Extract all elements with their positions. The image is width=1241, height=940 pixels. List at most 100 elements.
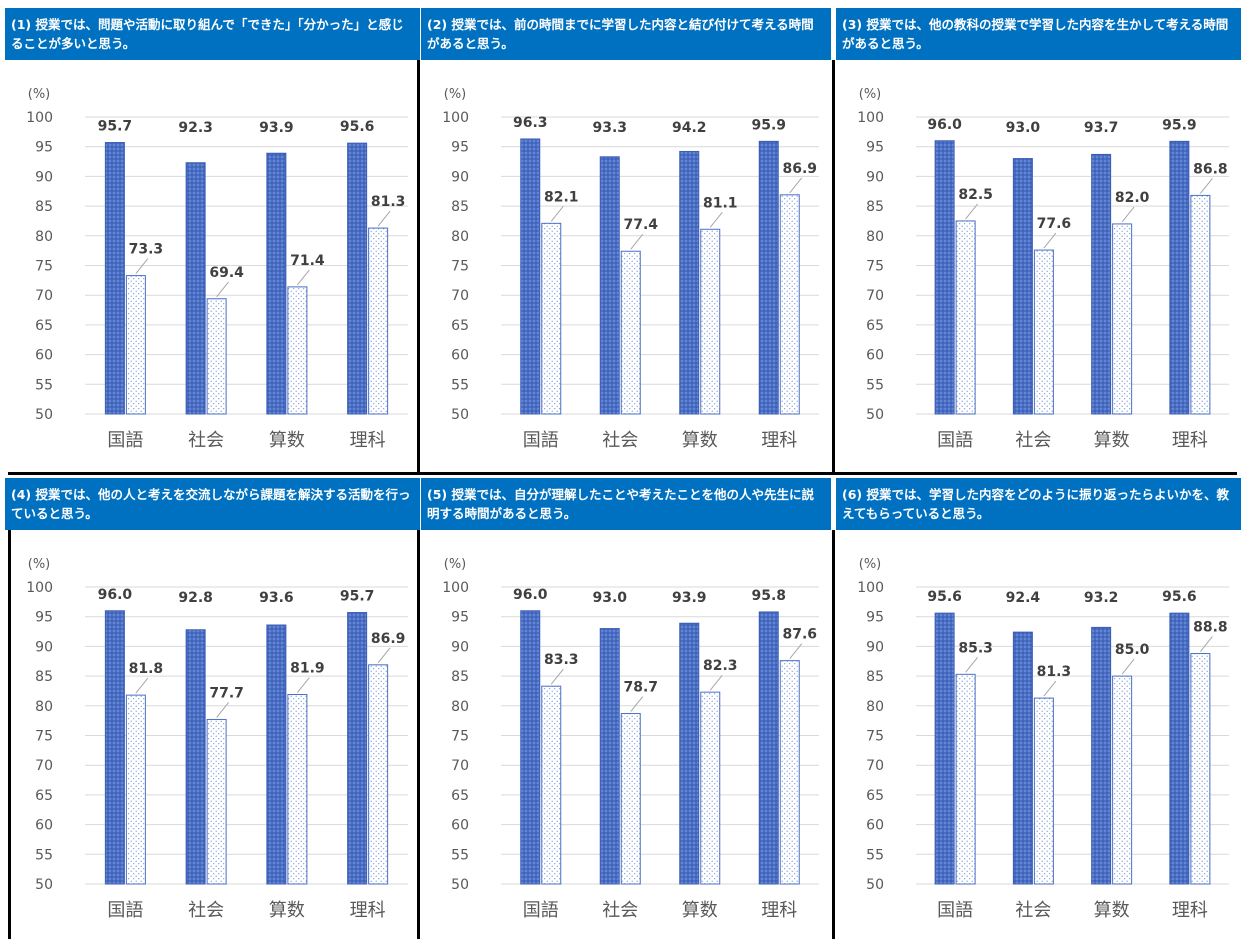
y-tick-label: 50 (866, 877, 884, 893)
y-tick-label: 65 (451, 318, 469, 334)
bar-series-b (1190, 653, 1211, 885)
x-category-label: 理科 (1172, 900, 1208, 921)
bar-chart: (%) 50 55 60 65 70 75 80 85 90 95 100 95.6 85.3 国語 92.4… (836, 530, 1241, 940)
panel-divider (417, 60, 420, 474)
y-tick-label: 55 (35, 377, 53, 393)
data-label-series-a: 95.6 (927, 589, 962, 605)
bar-series-b (955, 220, 976, 415)
y-tick-label: 95 (451, 610, 469, 626)
data-label-series-a: 93.6 (259, 590, 294, 606)
data-label-series-b: 77.6 (1037, 216, 1072, 232)
leader-line (216, 281, 230, 298)
chart-panel-4: (4) 授業では、他の人と考えを交流しながら課題を解決する活動を行っていると思う… (5, 478, 420, 940)
x-category-label: 国語 (523, 900, 559, 921)
x-category-label: 社会 (1015, 900, 1051, 921)
chart-title: (4) 授業では、他の人と考えを交流しながら課題を解決する活動を行っていると思う… (5, 478, 420, 530)
bar-series-a (185, 162, 206, 415)
y-tick-label: 75 (866, 259, 884, 275)
bar-series-b (1112, 675, 1133, 885)
x-category-label: 社会 (188, 430, 224, 451)
data-label-series-a: 95.8 (751, 588, 786, 604)
leader-line (216, 702, 230, 718)
data-label-series-a: 95.9 (751, 117, 786, 133)
data-label-series-b: 82.0 (1115, 190, 1150, 206)
data-label-series-a: 96.0 (513, 587, 548, 603)
y-tick-label: 85 (35, 199, 53, 215)
y-tick-label: 90 (866, 169, 884, 185)
y-tick-label: 80 (35, 229, 53, 245)
x-category-label: 社会 (602, 430, 638, 451)
bar-series-a (1091, 626, 1112, 885)
leader-line (377, 647, 391, 664)
y-tick-label: 55 (451, 377, 469, 393)
x-category-label: 理科 (350, 430, 386, 451)
y-unit-label: (%) (444, 557, 467, 572)
chart-title: (2) 授業では、前の時間までに学習した内容と結び付けて考える時間があると思う。 (421, 8, 831, 60)
y-unit-label: (%) (28, 87, 51, 102)
bar-series-b (620, 250, 641, 415)
y-tick-label: 65 (35, 318, 53, 334)
y-tick-label: 85 (451, 199, 469, 215)
data-label-series-b: 86.9 (782, 161, 817, 177)
y-tick-label: 75 (35, 729, 53, 745)
leader-line (296, 677, 310, 693)
y-tick-label: 90 (35, 169, 53, 185)
data-label-series-a: 93.9 (259, 120, 294, 136)
y-tick-label: 55 (451, 847, 469, 863)
chart-panel-3: (3) 授業では、他の教科の授業で学習した内容を生かして考える時間があると思う。… (836, 8, 1241, 470)
chart-title: (1) 授業では、問題や活動に取り組んで「できた」「分かった」と感じることが多い… (5, 8, 420, 60)
bar-series-a (1169, 140, 1190, 415)
leader-line (709, 211, 723, 228)
y-tick-label: 80 (866, 229, 884, 245)
y-tick-label: 100 (442, 110, 469, 126)
y-tick-label: 90 (451, 169, 469, 185)
bar-series-a (1169, 612, 1190, 885)
chart-panel-2: (2) 授業では、前の時間までに学習した内容と結び付けて考える時間があると思う。… (421, 8, 831, 470)
y-tick-label: 95 (866, 140, 884, 156)
x-category-label: 社会 (188, 900, 224, 921)
y-tick-label: 75 (451, 729, 469, 745)
y-unit-label: (%) (28, 557, 51, 572)
chart-title: (3) 授業では、他の教科の授業で学習した内容を生かして考える時間があると思う。 (836, 8, 1241, 60)
leader-line (377, 210, 391, 227)
y-tick-label: 50 (866, 407, 884, 423)
data-label-series-b: 85.3 (958, 640, 993, 656)
data-label-series-a: 93.0 (592, 590, 627, 606)
leader-line (1043, 232, 1057, 249)
y-tick-label: 90 (451, 639, 469, 655)
y-tick-label: 55 (866, 377, 884, 393)
panel-divider (832, 60, 835, 474)
x-category-label: 国語 (523, 430, 559, 451)
y-tick-label: 65 (866, 788, 884, 804)
y-tick-label: 95 (35, 140, 53, 156)
data-label-series-a: 93.0 (1006, 120, 1041, 136)
bar-series-b (1033, 249, 1054, 415)
bar-series-b (287, 694, 308, 885)
data-label-series-a: 96.3 (513, 115, 548, 131)
data-label-series-a: 92.8 (178, 590, 213, 606)
chart-svg: (%) 50 55 60 65 70 75 80 85 90 95 100 96.0 82.5 国語 93.0… (857, 87, 1229, 451)
row-divider (8, 472, 1237, 475)
data-label-series-a: 94.2 (672, 120, 707, 136)
y-tick-label: 80 (451, 229, 469, 245)
leader-line (550, 206, 564, 222)
data-label-series-b: 86.8 (1193, 161, 1228, 177)
bar-series-a (104, 142, 125, 415)
x-category-label: 算数 (1094, 900, 1130, 921)
data-label-series-b: 81.3 (1037, 664, 1072, 680)
y-tick-label: 95 (35, 610, 53, 626)
bar-series-b (368, 664, 389, 885)
data-label-series-b: 82.3 (703, 658, 738, 674)
data-label-series-b: 82.1 (544, 189, 579, 205)
data-label-series-b: 87.6 (782, 627, 817, 643)
bar-series-b (368, 227, 389, 415)
x-category-label: 社会 (1015, 430, 1051, 451)
bar-series-b (125, 694, 146, 885)
y-tick-label: 70 (451, 758, 469, 774)
y-tick-label: 70 (866, 758, 884, 774)
panel-divider (832, 530, 835, 939)
x-category-label: 国語 (107, 900, 143, 921)
chart-panel-1: (1) 授業では、問題や活動に取り組んで「できた」「分かった」と感じることが多い… (5, 8, 420, 470)
data-label-series-a: 92.3 (178, 120, 213, 136)
y-tick-label: 70 (35, 288, 53, 304)
